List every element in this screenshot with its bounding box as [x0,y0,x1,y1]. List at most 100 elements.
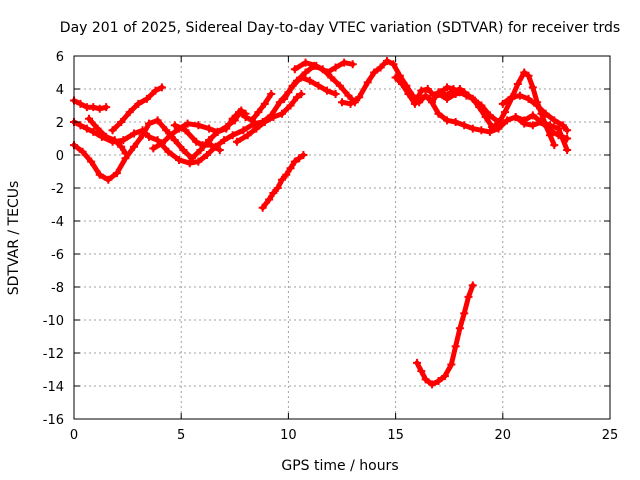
data-point [389,60,398,69]
data-point [434,89,443,98]
series-arc10 [280,73,340,103]
data-point [194,121,203,130]
data-point [370,68,379,77]
data-point [460,88,469,97]
series-arc6 [149,89,276,153]
data-point [213,127,222,136]
chart-title: Day 201 of 2025, Sidereal Day-to-day VTE… [60,20,620,36]
data-point [89,103,98,112]
data-point [290,157,299,166]
data-point [202,151,211,159]
data-point [228,131,237,140]
data-point [119,136,128,145]
data-point [297,73,306,82]
data-point [258,203,267,212]
data-point [196,146,205,155]
data-point [228,114,237,123]
data-point [447,360,456,369]
data-point [314,81,323,90]
data-point [269,113,278,122]
data-point [183,119,192,128]
data-point [78,147,87,156]
data-point [443,83,452,92]
data-point [327,73,336,82]
data-point [220,136,229,145]
y-tick-label: -12 [43,347,64,362]
data-point [421,91,430,100]
data-point [138,131,147,140]
data-point [301,58,310,67]
data-point [520,116,529,125]
data-point [286,164,295,173]
data-point [295,154,304,163]
data-point [331,63,340,72]
data-point [513,80,522,89]
data-point [344,91,353,100]
data-point [477,126,486,135]
data-point [554,124,563,133]
data-point [76,121,85,130]
data-point [455,324,464,333]
data-point [269,188,278,197]
data-point [545,131,554,140]
data-point [142,94,151,103]
data-point [434,109,443,118]
data-point [110,136,119,145]
data-point [243,131,252,140]
data-point [423,85,432,93]
data-point [460,121,469,130]
data-point [299,151,308,159]
data-point [488,122,497,131]
data-point [541,109,550,118]
data-point [524,71,533,80]
data-point [528,111,537,120]
plot-frame [73,55,611,420]
y-tick-label: -6 [51,248,64,263]
data-point [322,86,331,95]
data-point [528,121,537,130]
data-point [130,142,139,151]
data-point [93,124,102,133]
data-point [428,380,437,389]
data-point [95,170,104,179]
data-point [346,99,355,108]
data-point [301,68,310,77]
data-point [102,103,111,112]
data-point [149,144,158,153]
data-point [235,108,244,117]
data-point [443,94,452,103]
series-line [150,91,274,151]
y-tick-label: -2 [51,182,64,197]
data-point [481,113,490,122]
data-point [104,175,113,184]
series-arc11 [290,58,357,77]
data-point [460,309,469,318]
data-point [134,99,143,108]
data-point [494,119,503,128]
data-point [563,146,572,155]
data-point [331,89,340,98]
data-point [282,170,291,179]
data-point [404,89,413,98]
y-tick-label: 2 [56,116,64,131]
data-point [338,98,346,107]
data-point [322,68,331,77]
x-tick-label: 20 [495,428,512,443]
data-point [153,116,162,125]
y-tick-label: -10 [43,314,64,329]
data-point [112,169,121,178]
data-point [507,93,516,102]
data-point [425,94,434,103]
data-point [275,98,284,107]
data-point [520,68,529,77]
data-point [121,149,130,158]
data-point [550,141,559,150]
data-point [288,81,297,90]
data-point [95,104,104,113]
data-point [170,121,179,130]
data-point [524,94,533,103]
data-point [265,195,274,204]
data-point [528,83,537,92]
data-point [145,119,154,128]
